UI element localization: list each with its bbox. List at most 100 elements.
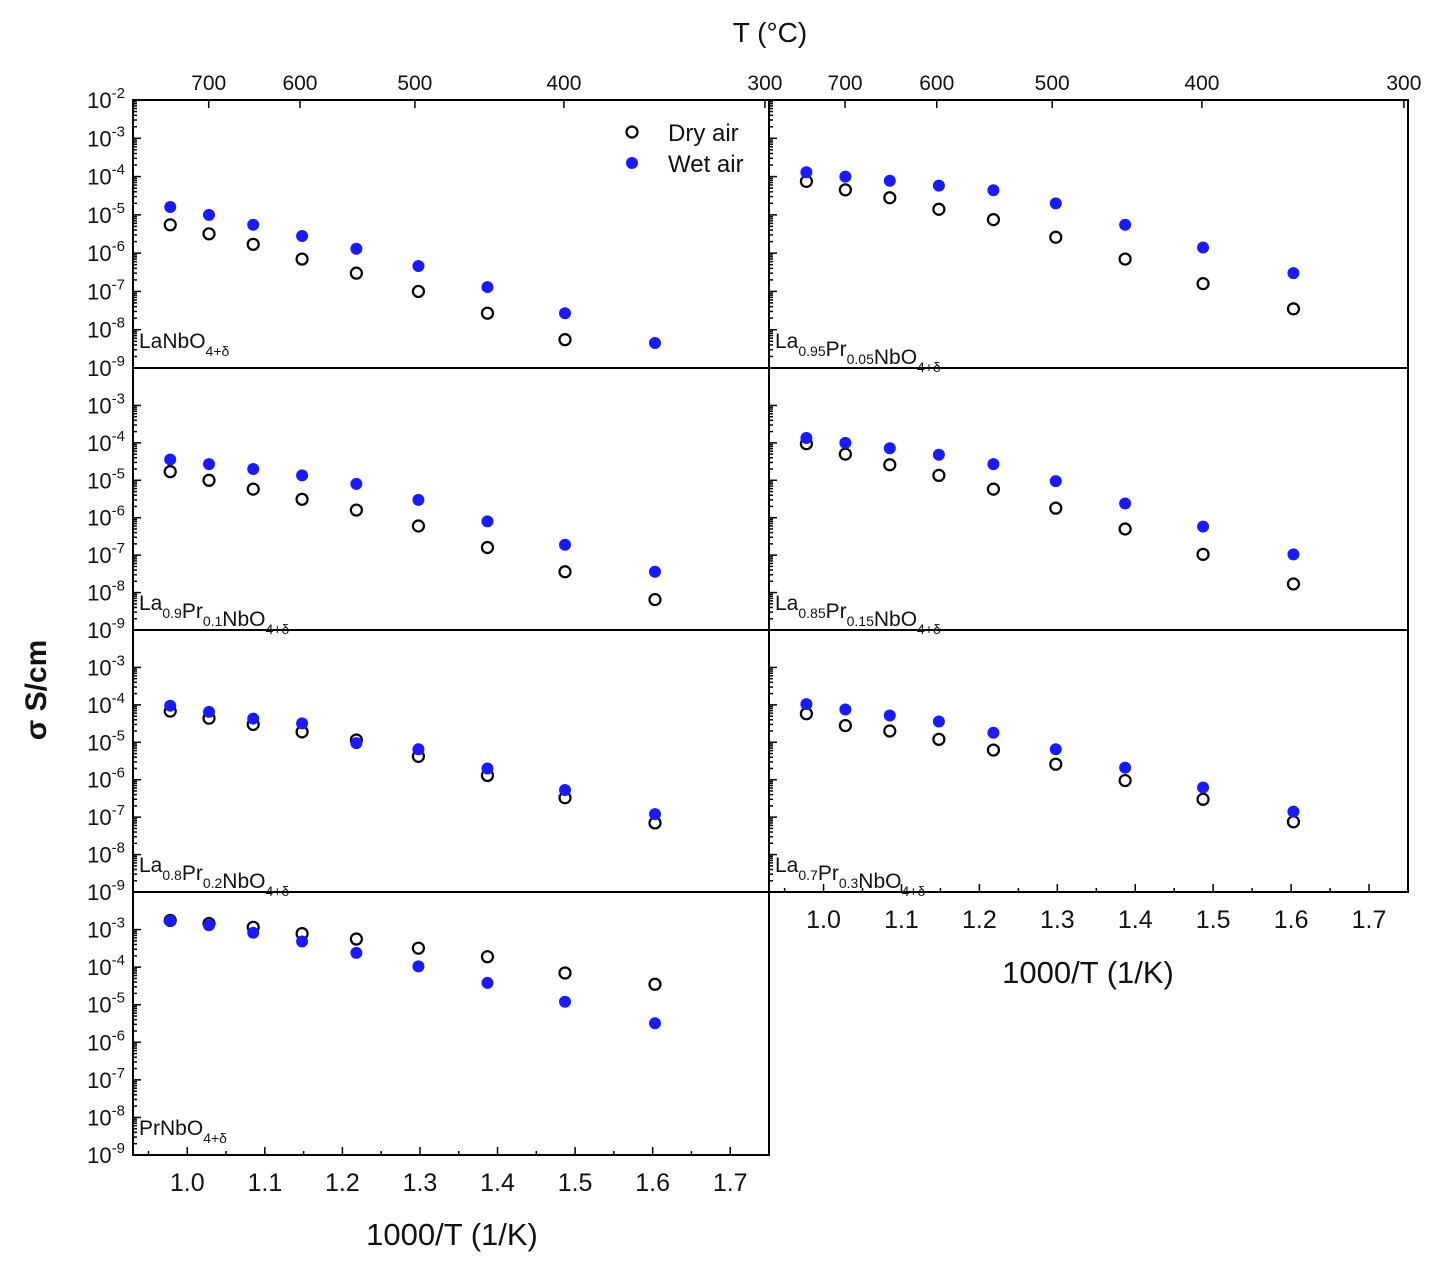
wet-air-point bbox=[350, 946, 363, 959]
wet-air-point bbox=[932, 715, 945, 728]
wet-air-point bbox=[648, 808, 661, 821]
dry-air-point bbox=[163, 465, 177, 479]
wet-air-point bbox=[296, 717, 309, 730]
wet-air-point bbox=[839, 436, 852, 449]
dry-air-point bbox=[883, 458, 897, 472]
top-tick-label: 300 bbox=[747, 72, 782, 95]
dry-air-point bbox=[1118, 252, 1132, 266]
dry-air-point bbox=[1049, 501, 1063, 515]
y-tick-label: 10-2 bbox=[87, 85, 125, 113]
dry-air-point bbox=[883, 724, 897, 738]
y-tick-label: 10-5 bbox=[87, 990, 125, 1018]
top-tick-label: 600 bbox=[282, 72, 317, 95]
x-axis-title: 1000/T (1/K) bbox=[366, 1217, 538, 1252]
legend-wet-marker bbox=[626, 157, 638, 169]
panel-frame bbox=[132, 629, 770, 893]
y-tick-label: 10-3 bbox=[87, 915, 125, 943]
x-tick-label: 1.0 bbox=[806, 906, 841, 934]
wet-air-point bbox=[412, 260, 425, 273]
legend: Dry air Wet air bbox=[625, 120, 744, 178]
legend-dry-label: Dry air bbox=[668, 120, 739, 147]
wet-air-point bbox=[1197, 781, 1210, 794]
x-tick-label: 1.4 bbox=[480, 1169, 515, 1197]
dry-air-point bbox=[1286, 815, 1301, 829]
dry-air-point bbox=[349, 932, 363, 946]
wet-air-point bbox=[1287, 267, 1300, 280]
wet-air-point bbox=[247, 926, 260, 939]
wet-air-point bbox=[481, 976, 494, 989]
dry-air-point bbox=[246, 237, 260, 251]
wet-air-point bbox=[296, 230, 309, 243]
dry-air-point bbox=[411, 284, 426, 299]
wet-air-point bbox=[559, 995, 572, 1008]
panel-1: 10-9 10-8 10-7 10-6 10-5 10-4 10-3 10-2 LaNbO4+δ bbox=[87, 85, 770, 381]
y-tick-label: 10-7 bbox=[87, 802, 125, 830]
x-tick-label: 1.5 bbox=[558, 1169, 593, 1197]
y-tick-label: 10-5 bbox=[87, 727, 125, 755]
wet-air-point bbox=[987, 726, 1000, 739]
dry-air-point bbox=[1286, 302, 1301, 316]
wet-air-point bbox=[1119, 761, 1132, 774]
y-tick-label: 10-4 bbox=[87, 952, 125, 980]
wet-air-point bbox=[203, 458, 216, 471]
wet-air-point bbox=[800, 431, 813, 444]
x-tick-label: 1.0 bbox=[170, 1169, 205, 1197]
wet-air-point bbox=[350, 737, 363, 750]
y-tick-label: 10-9 bbox=[87, 1140, 125, 1168]
dry-air-point bbox=[295, 252, 309, 266]
x-tick-label: 1.1 bbox=[884, 906, 919, 934]
wet-air-point bbox=[203, 208, 216, 221]
wet-air-point bbox=[1119, 218, 1132, 231]
panel-label: La0.7Pr0.3NbO4+δ bbox=[775, 854, 925, 899]
top-tick-label: 500 bbox=[397, 72, 432, 95]
dry-air-point bbox=[558, 333, 572, 347]
legend-wet-label: Wet air bbox=[668, 151, 744, 178]
wet-air-point bbox=[1049, 475, 1062, 488]
wet-air-point bbox=[164, 699, 177, 712]
panel-label: PrNbO4+δ bbox=[139, 1117, 227, 1146]
wet-air-point bbox=[648, 1017, 661, 1030]
wet-air-point bbox=[559, 307, 572, 320]
wet-air-point bbox=[247, 712, 260, 725]
wet-air-point bbox=[164, 914, 177, 927]
x-tick-label: 1.7 bbox=[1352, 906, 1387, 934]
dry-air-point bbox=[202, 473, 216, 487]
legend-dry-marker bbox=[625, 125, 639, 139]
x-axis-title: 1000/T (1/K) bbox=[1002, 955, 1174, 990]
top-tick-label: 600 bbox=[919, 72, 954, 95]
top-tick-label: 700 bbox=[191, 72, 226, 95]
dry-air-point bbox=[648, 592, 662, 607]
x-tick-label: 1.2 bbox=[962, 906, 997, 934]
y-tick-label: 10-8 bbox=[87, 315, 125, 343]
panel-3: 10-9 10-8 10-7 10-6 10-5 10-4 10-3 La0.9Pr0.1Nb… bbox=[87, 367, 770, 643]
dry-air-point bbox=[558, 565, 572, 579]
dry-air-point bbox=[295, 492, 309, 506]
y-tick-label: 10-6 bbox=[87, 765, 125, 793]
wet-air-point bbox=[412, 493, 425, 506]
dry-air-point bbox=[838, 447, 852, 461]
wet-air-point bbox=[481, 515, 494, 528]
wet-air-point bbox=[839, 703, 852, 716]
y-tick-label: 10-7 bbox=[87, 276, 125, 304]
wet-air-point bbox=[350, 242, 363, 255]
dry-air-point bbox=[1118, 522, 1132, 536]
y-tick-label: 10-3 bbox=[87, 390, 125, 418]
wet-air-point bbox=[1287, 805, 1300, 818]
y-tick-label: 10-7 bbox=[87, 540, 125, 568]
wet-air-point bbox=[559, 538, 572, 551]
dry-air-point bbox=[1196, 792, 1210, 806]
wet-air-point bbox=[247, 218, 260, 231]
y-tick-label: 10-6 bbox=[87, 238, 125, 266]
x-tick-label: 1.6 bbox=[1274, 906, 1309, 934]
dry-air-point bbox=[838, 183, 852, 197]
panel-frame bbox=[132, 891, 770, 1156]
x-tick-label: 1.1 bbox=[247, 1169, 282, 1197]
x-tick-label: 1.3 bbox=[403, 1169, 438, 1197]
dry-air-point bbox=[986, 213, 1001, 227]
dry-air-point bbox=[1118, 773, 1132, 788]
dry-air-point bbox=[163, 218, 177, 232]
wet-air-point bbox=[203, 919, 216, 932]
y-axis-title: σ S/cm bbox=[20, 640, 53, 741]
top-tick-label: 400 bbox=[546, 72, 581, 95]
